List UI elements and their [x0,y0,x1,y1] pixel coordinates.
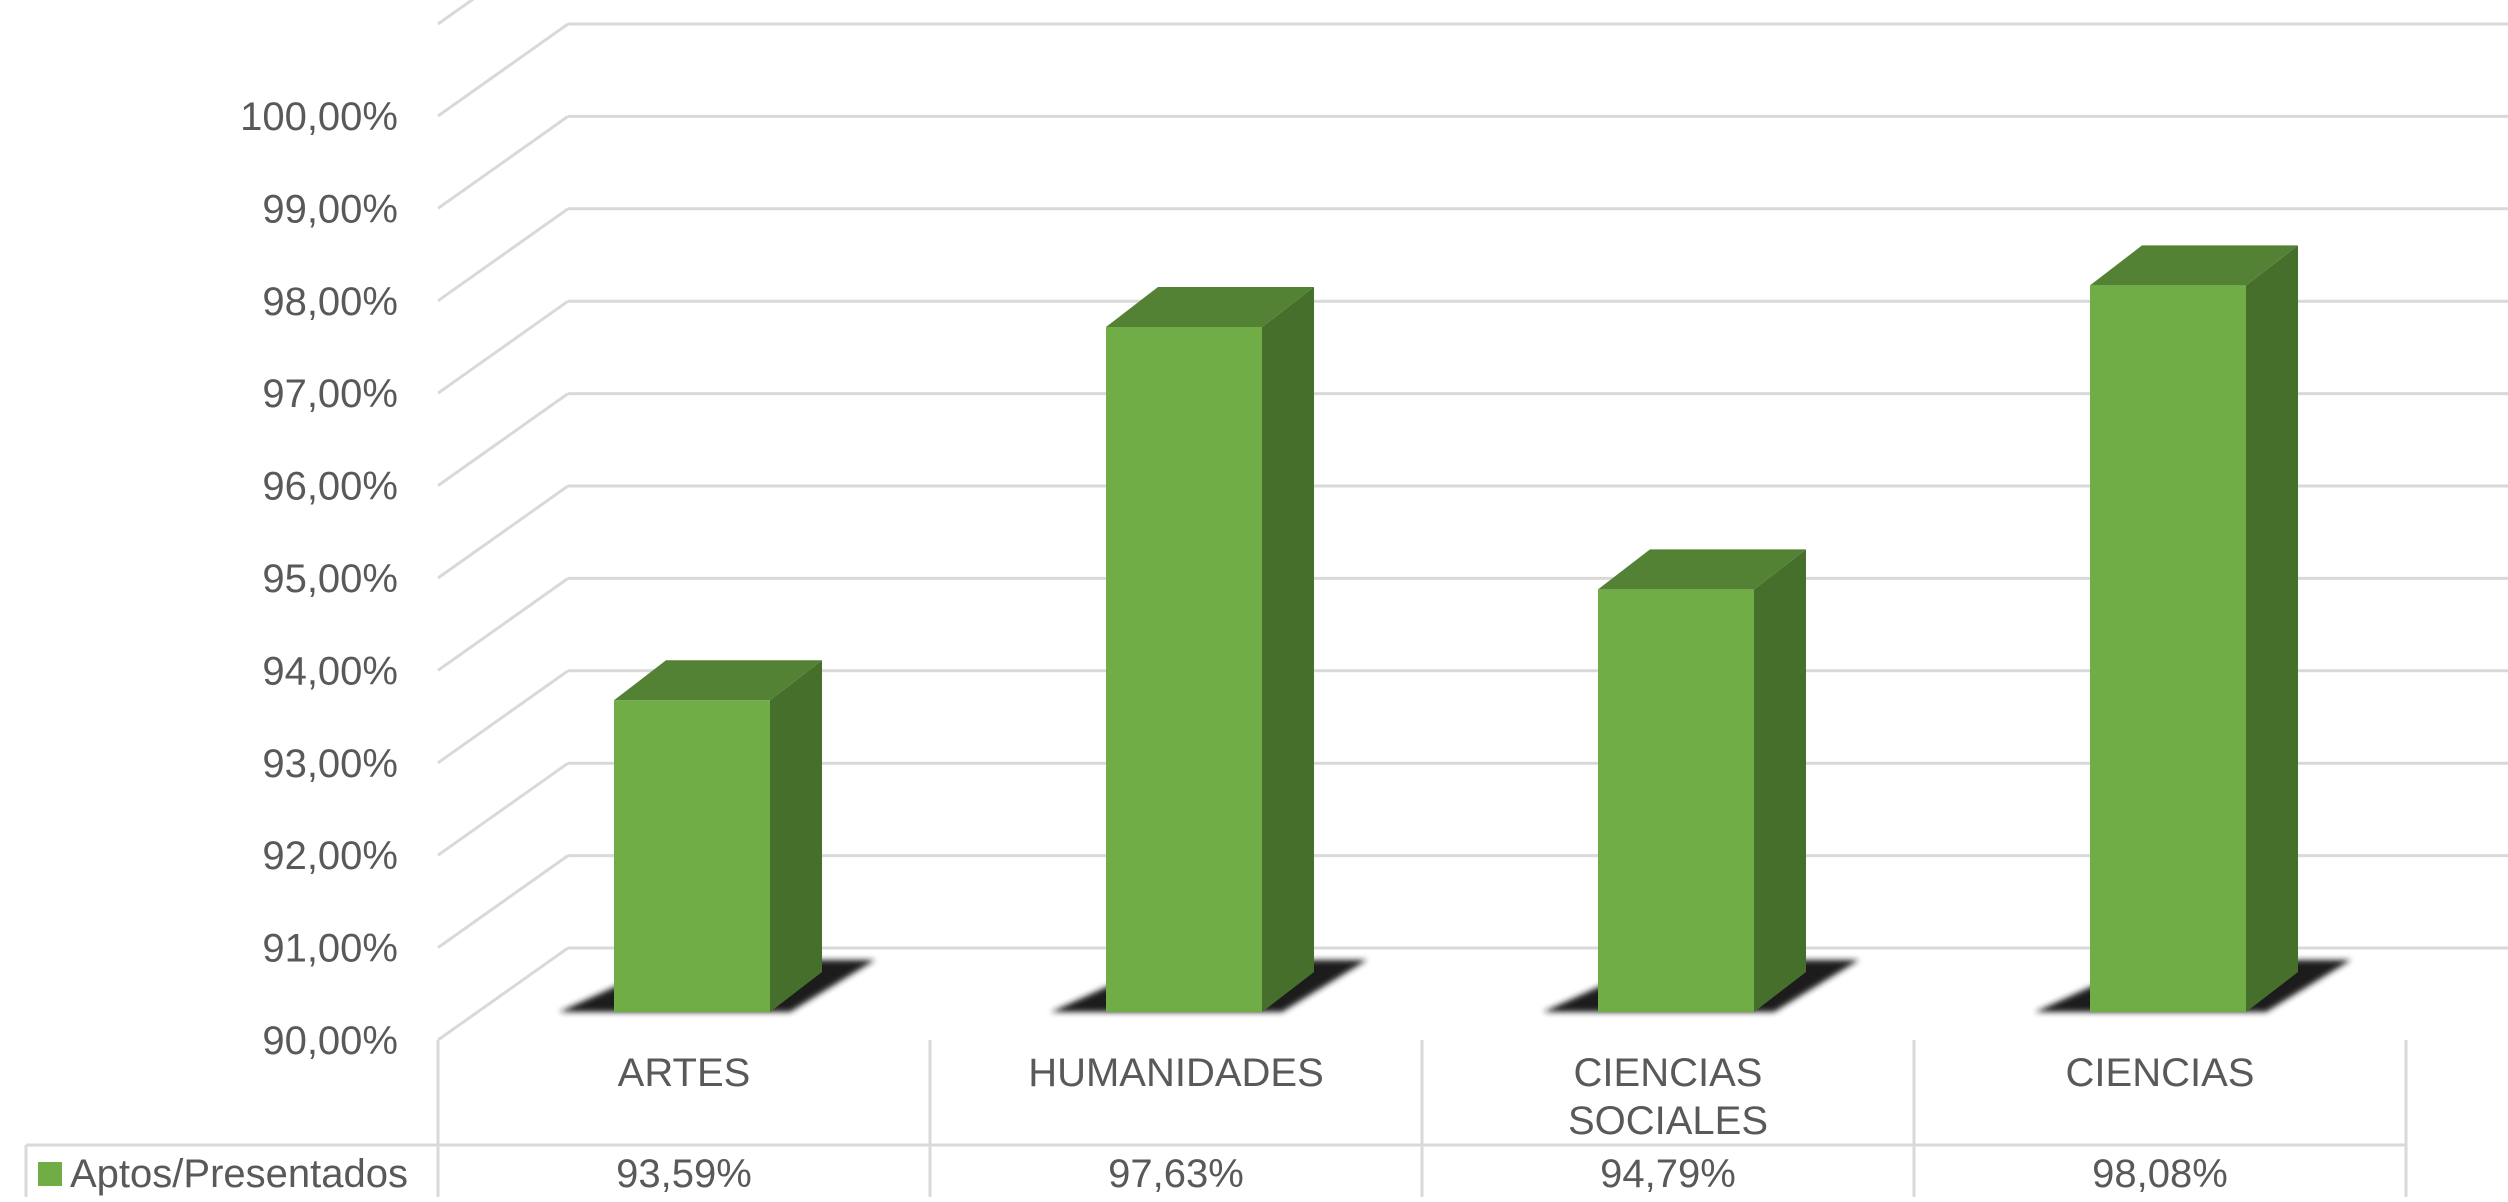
y-tick-label: 96,00% [262,465,398,509]
bar-front [1598,589,1754,1012]
bar [2035,245,2351,1013]
bar-side [2246,245,2298,1012]
gridline-depth [437,761,569,857]
y-tick-label: 92,00% [262,834,398,878]
gridline-depth [437,207,569,303]
bar-top [614,660,822,701]
data-table-value: 93,59% [616,1152,752,1196]
gridline-depth [437,115,569,210]
gridline-depth [437,22,569,118]
y-tick-label: 91,00% [262,927,398,971]
bar [559,660,875,1012]
category-label: CIENCIAS [2066,1051,2255,1095]
gridline-depth [437,854,569,949]
bar-front [1106,326,1262,1012]
bars [559,245,2351,1013]
category-label: HUMANIDADES [1028,1051,1324,1095]
y-tick-label: 99,00% [262,187,398,231]
category-label: SOCIALES [1568,1099,1768,1143]
y-tick-label: 95,00% [262,557,398,601]
y-tick-label: 90,00% [262,1019,398,1063]
bar-front [2090,285,2246,1013]
y-tick-label: 93,00% [262,742,398,786]
y-tick-label: 97,00% [262,372,398,416]
category-label: CIENCIAS [1574,1051,1763,1095]
data-table: ARTES93,59%HUMANIDADES97,63%CIENCIASSOCI… [24,1040,2408,1197]
bar-side [1262,286,1314,1012]
gridline-depth [437,946,569,1042]
bar-top [2090,245,2298,286]
bar-top [1106,286,1314,327]
data-table-value: 97,63% [1108,1152,1244,1196]
bar [1543,549,1859,1012]
data-table-value: 98,08% [2092,1152,2228,1196]
legend-series-name: Aptos/Presentados [70,1152,408,1196]
y-tick-label: 100,00% [240,95,398,139]
gridline-depth [437,577,569,672]
bar [1051,286,1367,1012]
gridline-depth [437,484,569,580]
y-tick-label: 94,00% [262,649,398,693]
category-label: ARTES [618,1051,751,1095]
bar-top [1598,549,1806,590]
gridline-depth [437,392,569,487]
gridline-depth [437,299,569,395]
legend-key [38,1162,62,1186]
gridline-depth [437,0,475,26]
bar-front [614,700,770,1012]
data-table-value: 94,79% [1600,1152,1736,1196]
gridline-depth [437,669,569,765]
bar-side [770,660,822,1012]
bar-side [1754,549,1806,1012]
y-axis: 90,00% 91,00% 92,00% 93,00% 94,00% 95,00% 96,0… [240,95,398,1063]
y-tick-label: 98,00% [262,280,398,324]
